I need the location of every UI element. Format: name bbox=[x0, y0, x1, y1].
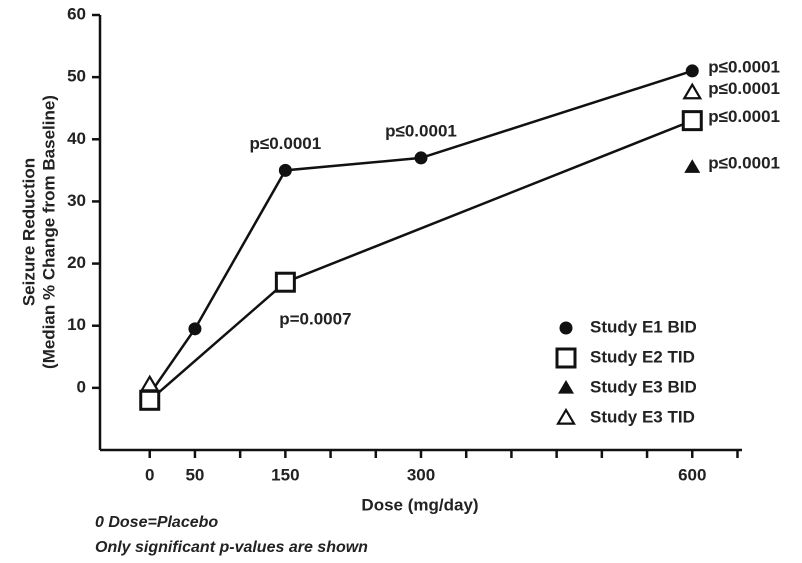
legend-marker bbox=[555, 347, 577, 369]
p-value-label: p≤0.0001 bbox=[250, 134, 322, 153]
p-value-label: p≤0.0001 bbox=[708, 57, 780, 76]
y-tick-label: 0 bbox=[77, 377, 86, 396]
y-tick-label: 40 bbox=[67, 129, 86, 148]
footnote: 0 Dose=Placebo bbox=[95, 514, 218, 531]
x-tick-label: 0 bbox=[145, 465, 154, 484]
data-point bbox=[139, 389, 161, 411]
p-value-label: p=0.0007 bbox=[279, 310, 351, 329]
p-value-label: p≤0.0001 bbox=[385, 121, 457, 140]
series-line bbox=[148, 69, 693, 395]
x-tick-label: 150 bbox=[271, 465, 299, 484]
data-point bbox=[274, 271, 296, 293]
y-tick-label: 60 bbox=[67, 4, 86, 23]
y-tick-label: 20 bbox=[67, 253, 86, 272]
data-point bbox=[685, 64, 699, 78]
data-point bbox=[414, 151, 428, 165]
legend-label: Study E3 TID bbox=[590, 407, 695, 426]
footnote: Only significant p-values are shown bbox=[95, 539, 368, 556]
y-axis-label: (Median % Change from Baseline) bbox=[39, 95, 58, 369]
legend-label: Study E3 BID bbox=[590, 377, 697, 396]
x-tick-label: 300 bbox=[407, 465, 435, 484]
p-value-label: p≤0.0001 bbox=[708, 154, 780, 173]
legend-label: Study E2 TID bbox=[590, 347, 695, 366]
data-point bbox=[278, 163, 292, 177]
x-axis-label: Dose (mg/day) bbox=[361, 495, 478, 514]
legend-label: Study E1 BID bbox=[590, 317, 697, 336]
p-value-label: p≤0.0001 bbox=[708, 79, 780, 98]
y-tick-label: 50 bbox=[67, 67, 86, 86]
legend-marker bbox=[556, 407, 576, 425]
x-tick-label: 50 bbox=[185, 465, 204, 484]
legend-marker bbox=[559, 321, 573, 335]
data-point bbox=[188, 322, 202, 336]
x-tick-label: 600 bbox=[678, 465, 706, 484]
data-point bbox=[682, 82, 703, 100]
legend-marker bbox=[558, 380, 574, 394]
y-axis-label: Seizure Reduction bbox=[19, 158, 38, 306]
y-tick-label: 30 bbox=[67, 191, 86, 210]
p-value-label: p≤0.0001 bbox=[708, 107, 780, 126]
data-point bbox=[139, 374, 160, 392]
y-tick-label: 10 bbox=[67, 315, 86, 334]
data-point bbox=[681, 110, 703, 132]
data-point bbox=[684, 159, 701, 173]
